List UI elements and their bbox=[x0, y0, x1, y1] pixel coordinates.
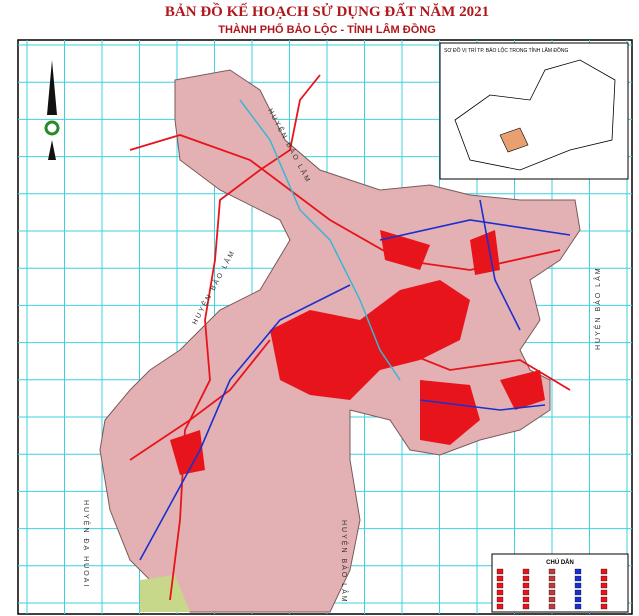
map-title: BẢN ĐỒ KẾ HOẠCH SỬ DỤNG ĐẤT NĂM 2021 bbox=[165, 2, 489, 20]
roads bbox=[129, 74, 571, 601]
district-label: HUYỆN BẢO LÂM bbox=[593, 266, 602, 350]
forest-area bbox=[140, 575, 190, 612]
inset-title: SƠ ĐỒ VỊ TRÍ TP. BẢO LỘC TRONG TỈNH LÂM … bbox=[444, 47, 569, 54]
highway bbox=[139, 199, 571, 561]
legend-swatch bbox=[600, 568, 608, 575]
legend-swatch bbox=[600, 603, 608, 610]
city-location bbox=[499, 127, 529, 153]
district-label: HUYỆN BẢO LÂM bbox=[340, 520, 349, 604]
legend-swatch bbox=[600, 589, 608, 596]
legend-swatch bbox=[574, 568, 582, 575]
legend-swatch bbox=[600, 575, 608, 582]
district-label: HUYỆN ĐẠ HUOAI bbox=[82, 500, 91, 588]
legend-swatch bbox=[548, 596, 556, 603]
legend-swatch bbox=[496, 596, 504, 603]
legend-swatch bbox=[522, 603, 530, 610]
river bbox=[239, 99, 401, 381]
legend-swatch bbox=[522, 596, 530, 603]
legend-swatch bbox=[496, 582, 504, 589]
legend-swatch bbox=[522, 582, 530, 589]
legend-swatches bbox=[496, 568, 608, 610]
legend-swatch bbox=[522, 589, 530, 596]
legend-swatch bbox=[574, 582, 582, 589]
legend-swatch bbox=[574, 589, 582, 596]
legend-swatch bbox=[600, 582, 608, 589]
legend-swatch bbox=[496, 575, 504, 582]
legend-swatch bbox=[600, 596, 608, 603]
legend-swatch bbox=[548, 603, 556, 610]
legend-swatch bbox=[496, 603, 504, 610]
legend-title: CHÚ DẪN bbox=[546, 559, 574, 566]
legend-swatch bbox=[522, 568, 530, 575]
map-subtitle: THÀNH PHỐ BẢO LỘC - TỈNH LÂM ĐỒNG bbox=[218, 22, 436, 36]
north-arrow bbox=[44, 60, 60, 160]
legend-swatch bbox=[548, 575, 556, 582]
legend-swatch bbox=[522, 575, 530, 582]
legend-swatch bbox=[574, 575, 582, 582]
province-outline bbox=[454, 59, 616, 171]
legend-swatch bbox=[496, 568, 504, 575]
legend-swatch bbox=[574, 596, 582, 603]
urban-area bbox=[170, 230, 545, 475]
legend-swatch bbox=[548, 589, 556, 596]
legend-swatch bbox=[496, 589, 504, 596]
legend-swatch bbox=[574, 603, 582, 610]
legend-swatch bbox=[548, 568, 556, 575]
legend-swatch bbox=[548, 582, 556, 589]
